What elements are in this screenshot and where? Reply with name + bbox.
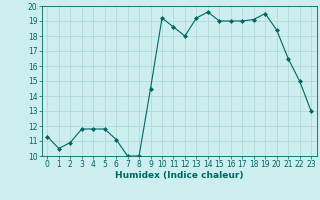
- X-axis label: Humidex (Indice chaleur): Humidex (Indice chaleur): [115, 171, 244, 180]
